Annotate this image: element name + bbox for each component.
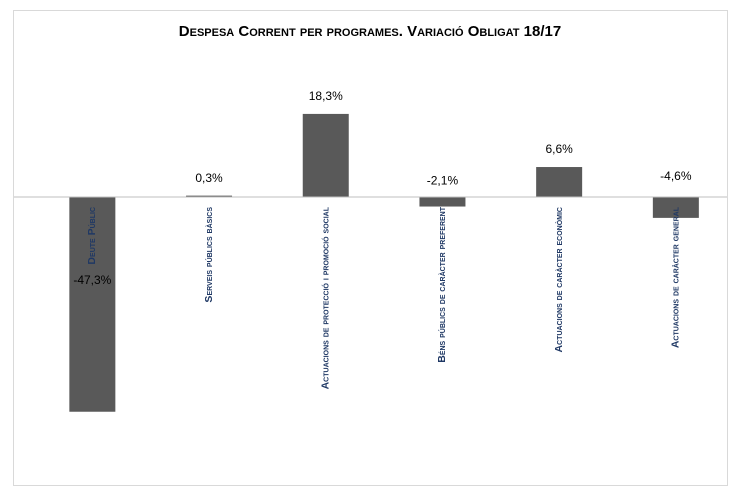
bar: [536, 167, 583, 197]
chart-frame: [13, 10, 728, 486]
data-label: 0,3%: [195, 171, 223, 185]
bar: [302, 113, 349, 197]
data-label: 18,3%: [309, 89, 343, 103]
x-tick-label: Béns públics de caràcter preferent: [436, 206, 448, 362]
x-tick-label: Actuacions de protecció i promoció socia…: [320, 206, 332, 389]
data-label: -2,1%: [427, 173, 459, 187]
data-label: -47,3%: [73, 273, 111, 287]
chart-title: Despesa Corrent per programes. Variació …: [179, 23, 561, 40]
data-label: 6,6%: [545, 142, 573, 156]
x-tick-label: Actuacions de caràcter general: [670, 206, 682, 348]
bar: [652, 197, 699, 218]
x-tick-label: Actuacions de caràcter econòmic: [553, 207, 565, 352]
bar: [69, 197, 116, 412]
bar: [186, 195, 233, 197]
x-tick-label: Deute Públic: [86, 207, 98, 265]
x-tick-label: Serveis públics bàsics: [203, 207, 215, 303]
bar: [419, 197, 466, 207]
data-label: -4,6%: [660, 169, 692, 183]
